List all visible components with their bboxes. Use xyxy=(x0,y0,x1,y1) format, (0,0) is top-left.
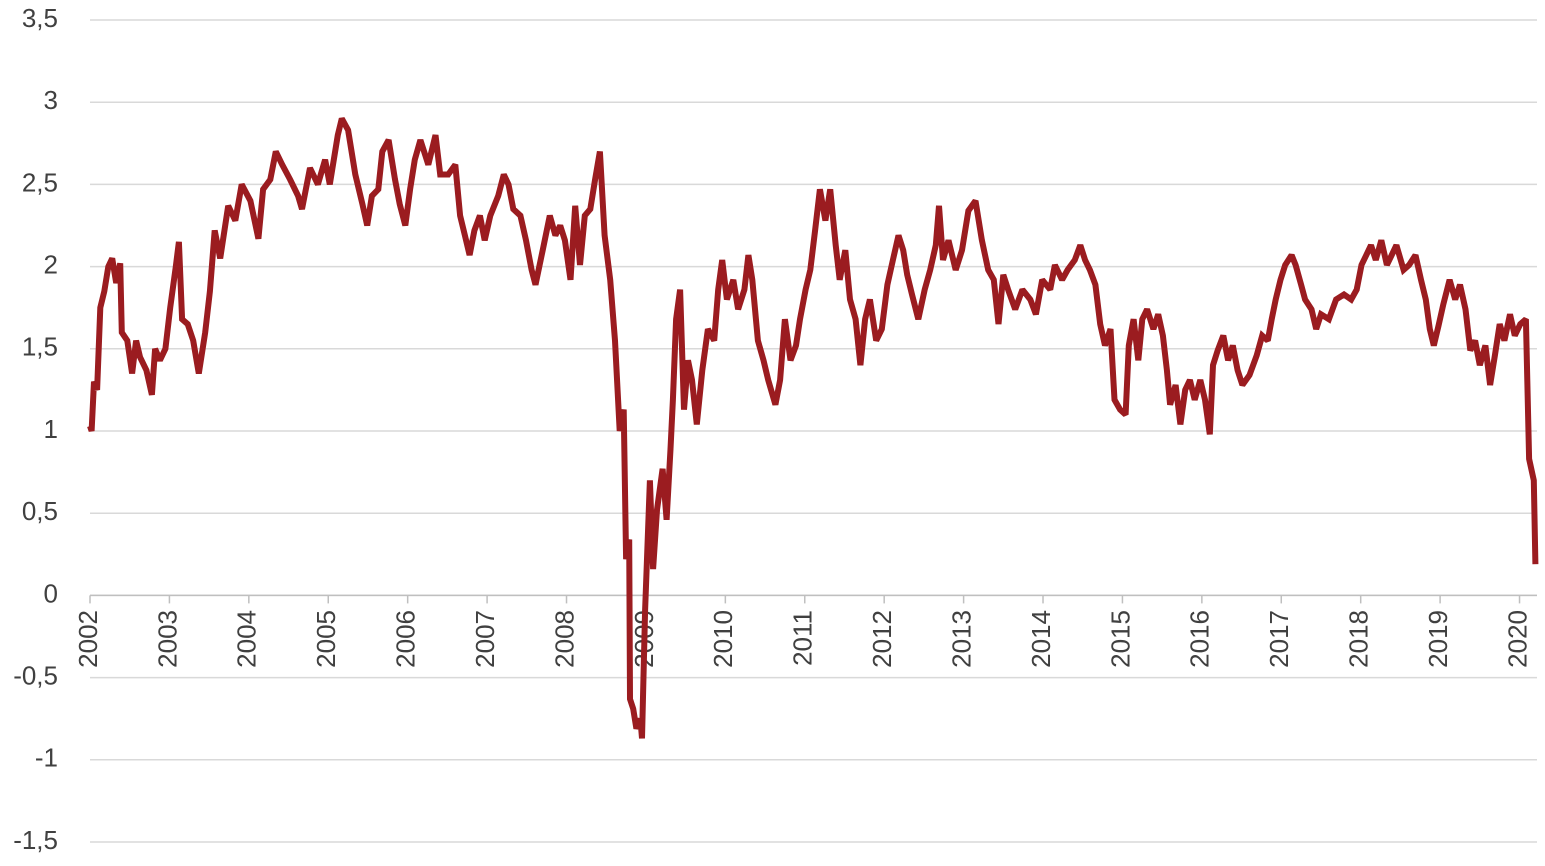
x-tick-label: 2003 xyxy=(152,610,182,668)
y-tick-label: 3 xyxy=(44,85,58,115)
x-tick-label: 2004 xyxy=(232,610,262,668)
x-tick-label: 2017 xyxy=(1264,610,1294,668)
x-tick-label: 2010 xyxy=(708,610,738,668)
x-tick-label: 2012 xyxy=(867,610,897,668)
x-tick-label: 2014 xyxy=(1026,610,1056,668)
x-tick-label: 2011 xyxy=(788,610,818,666)
y-tick-label: 2 xyxy=(44,249,58,279)
x-tick-label: 2019 xyxy=(1423,610,1453,668)
x-tick-label: 2008 xyxy=(549,610,579,668)
y-tick-label: 0 xyxy=(44,578,58,608)
y-tick-label: 3,5 xyxy=(22,3,58,33)
x-tick-label: 2018 xyxy=(1344,610,1374,668)
x-tick-label: 2005 xyxy=(311,610,341,668)
x-tick-label: 2016 xyxy=(1185,610,1215,668)
y-tick-label: 2,5 xyxy=(22,167,58,197)
y-tick-label: -1,5 xyxy=(13,825,58,855)
x-tick-label: 2013 xyxy=(946,610,976,668)
y-tick-label: 1,5 xyxy=(22,332,58,362)
y-tick-label: 0,5 xyxy=(22,496,58,526)
x-tick-label: 2020 xyxy=(1502,610,1532,668)
y-tick-label: 1 xyxy=(44,414,58,444)
y-tick-label: -1 xyxy=(35,743,58,773)
x-tick-label: 2002 xyxy=(73,610,103,668)
x-tick-label: 2006 xyxy=(391,610,421,668)
y-tick-label: -0,5 xyxy=(13,660,58,690)
line xyxy=(87,117,1539,739)
x-tick-label: 2015 xyxy=(1105,610,1135,668)
x-tick-label: 2007 xyxy=(470,610,500,668)
